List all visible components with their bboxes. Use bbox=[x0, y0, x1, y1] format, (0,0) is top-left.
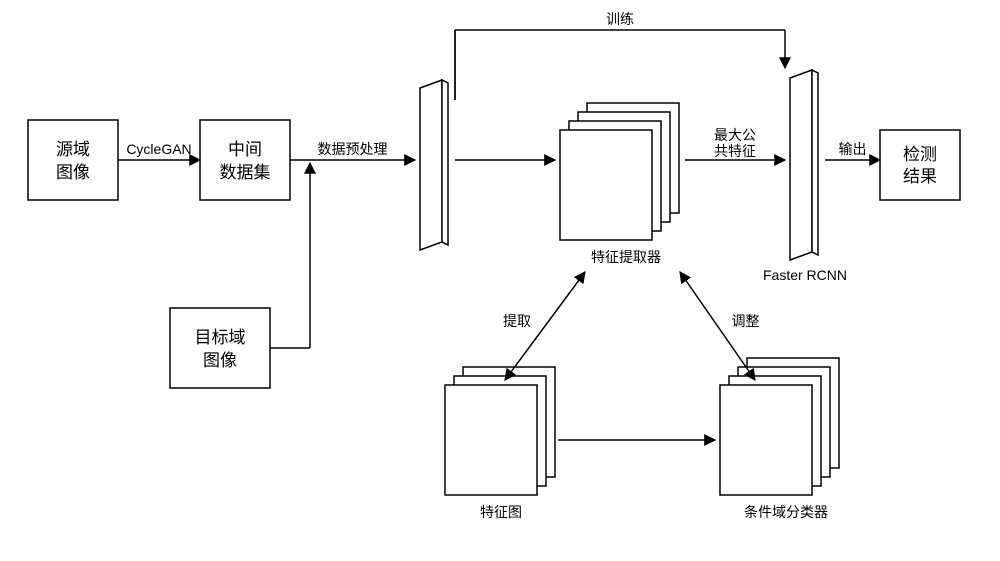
box-intermediate-dataset bbox=[200, 120, 290, 200]
box-target-domain bbox=[170, 308, 270, 388]
box-source-domain bbox=[28, 120, 118, 200]
label-adjust: 调整 bbox=[732, 313, 760, 329]
label-faster-rcnn: Faster RCNN bbox=[763, 267, 847, 283]
label-preprocess: 数据预处理 bbox=[318, 141, 388, 157]
label-result-1: 检测 bbox=[903, 145, 937, 164]
label-cond-classifier: 条件域分类器 bbox=[744, 504, 828, 520]
label-extract: 提取 bbox=[503, 313, 531, 329]
label-intermediate-1: 中间 bbox=[228, 140, 262, 159]
label-intermediate-2: 数据集 bbox=[220, 163, 271, 182]
slab-input bbox=[420, 80, 442, 250]
label-train: 训练 bbox=[606, 11, 634, 27]
slab-faster-rcnn bbox=[790, 70, 812, 260]
label-result-2: 结果 bbox=[903, 167, 937, 186]
label-target-1: 目标域 bbox=[195, 328, 246, 347]
stack-feature-extractor bbox=[560, 130, 652, 240]
label-maxfeat-2: 共特征 bbox=[714, 143, 756, 159]
label-source-2: 图像 bbox=[56, 163, 90, 182]
label-feature-extractor: 特征提取器 bbox=[591, 249, 661, 265]
label-output: 输出 bbox=[839, 141, 867, 157]
label-maxfeat-1: 最大公 bbox=[714, 127, 756, 143]
box-detection-result bbox=[880, 130, 960, 200]
label-feature-map: 特征图 bbox=[480, 504, 522, 520]
label-target-2: 图像 bbox=[203, 351, 237, 370]
stack-feature-map bbox=[445, 385, 537, 495]
stack-conditional-classifier bbox=[720, 385, 812, 495]
label-cyclegan: CycleGAN bbox=[126, 141, 191, 157]
label-source-1: 源域 bbox=[56, 140, 90, 159]
